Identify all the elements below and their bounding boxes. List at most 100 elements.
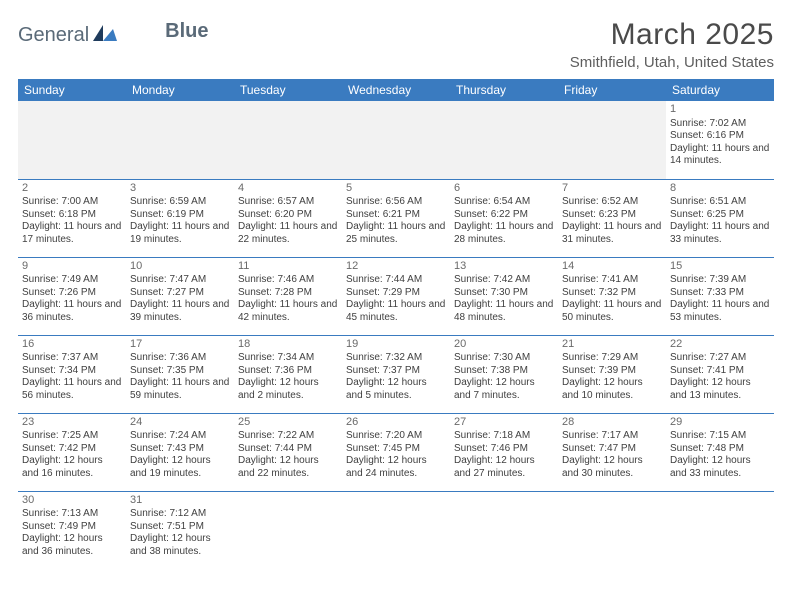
calendar-day-cell: 9Sunrise: 7:49 AMSunset: 7:26 PMDaylight… bbox=[18, 257, 126, 335]
calendar-day-cell: 4Sunrise: 6:57 AMSunset: 6:20 PMDaylight… bbox=[234, 179, 342, 257]
calendar-day-cell: 28Sunrise: 7:17 AMSunset: 7:47 PMDayligh… bbox=[558, 413, 666, 491]
calendar-day-cell: 23Sunrise: 7:25 AMSunset: 7:42 PMDayligh… bbox=[18, 413, 126, 491]
daylight-text: Daylight: 11 hours and 50 minutes. bbox=[562, 299, 662, 324]
sunrise-text: Sunrise: 7:49 AM bbox=[22, 274, 122, 287]
daylight-text: Daylight: 11 hours and 17 minutes. bbox=[22, 221, 122, 246]
calendar-day-cell: 15Sunrise: 7:39 AMSunset: 7:33 PMDayligh… bbox=[666, 257, 774, 335]
sunrise-text: Sunrise: 6:56 AM bbox=[346, 196, 446, 209]
daylight-text: Daylight: 11 hours and 19 minutes. bbox=[130, 221, 230, 246]
sunrise-text: Sunrise: 7:20 AM bbox=[346, 430, 446, 443]
calendar-header-row: SundayMondayTuesdayWednesdayThursdayFrid… bbox=[18, 79, 774, 101]
day-header: Thursday bbox=[450, 79, 558, 101]
calendar-day-cell: 14Sunrise: 7:41 AMSunset: 7:32 PMDayligh… bbox=[558, 257, 666, 335]
daylight-text: Daylight: 12 hours and 24 minutes. bbox=[346, 455, 446, 480]
calendar-day-cell: 11Sunrise: 7:46 AMSunset: 7:28 PMDayligh… bbox=[234, 257, 342, 335]
day-number: 1 bbox=[670, 103, 770, 117]
sunrise-text: Sunrise: 7:27 AM bbox=[670, 352, 770, 365]
sunrise-text: Sunrise: 6:59 AM bbox=[130, 196, 230, 209]
day-number: 24 bbox=[130, 416, 230, 430]
calendar-week: 2Sunrise: 7:00 AMSunset: 6:18 PMDaylight… bbox=[18, 179, 774, 257]
daylight-text: Daylight: 11 hours and 28 minutes. bbox=[454, 221, 554, 246]
daylight-text: Daylight: 12 hours and 22 minutes. bbox=[238, 455, 338, 480]
sunset-text: Sunset: 7:48 PM bbox=[670, 443, 770, 456]
calendar-empty-cell bbox=[342, 491, 450, 569]
sunrise-text: Sunrise: 7:29 AM bbox=[562, 352, 662, 365]
calendar-table: SundayMondayTuesdayWednesdayThursdayFrid… bbox=[18, 79, 774, 569]
day-header: Monday bbox=[126, 79, 234, 101]
sunset-text: Sunset: 7:43 PM bbox=[130, 443, 230, 456]
day-number: 4 bbox=[238, 182, 338, 196]
calendar-week: 23Sunrise: 7:25 AMSunset: 7:42 PMDayligh… bbox=[18, 413, 774, 491]
sunrise-text: Sunrise: 7:42 AM bbox=[454, 274, 554, 287]
calendar-day-cell: 26Sunrise: 7:20 AMSunset: 7:45 PMDayligh… bbox=[342, 413, 450, 491]
sunset-text: Sunset: 7:28 PM bbox=[238, 287, 338, 300]
sunrise-text: Sunrise: 7:34 AM bbox=[238, 352, 338, 365]
daylight-text: Daylight: 11 hours and 36 minutes. bbox=[22, 299, 122, 324]
calendar-week: 30Sunrise: 7:13 AMSunset: 7:49 PM Dayligh… bbox=[18, 491, 774, 569]
sunset-text: Sunset: 6:22 PM bbox=[454, 209, 554, 222]
sunrise-text: Sunrise: 7:17 AM bbox=[562, 430, 662, 443]
sunrise-text: Sunrise: 6:57 AM bbox=[238, 196, 338, 209]
calendar-day-cell: 3Sunrise: 6:59 AMSunset: 6:19 PMDaylight… bbox=[126, 179, 234, 257]
sunrise-text: Sunrise: 7:02 AM bbox=[670, 118, 770, 131]
calendar-day-cell: 19Sunrise: 7:32 AMSunset: 7:37 PMDayligh… bbox=[342, 335, 450, 413]
calendar-day-cell: 12Sunrise: 7:44 AMSunset: 7:29 PMDayligh… bbox=[342, 257, 450, 335]
month-title: March 2025 bbox=[570, 18, 774, 52]
daylight-text: Daylight: 11 hours and 39 minutes. bbox=[130, 299, 230, 324]
daylight-text: Daylight: 12 hours and 5 minutes. bbox=[346, 377, 446, 402]
day-number: 2 bbox=[22, 182, 122, 196]
calendar-day-cell: 24Sunrise: 7:24 AMSunset: 7:43 PMDayligh… bbox=[126, 413, 234, 491]
sunrise-text: Sunrise: 7:37 AM bbox=[22, 352, 122, 365]
calendar-day-cell: 10Sunrise: 7:47 AMSunset: 7:27 PMDayligh… bbox=[126, 257, 234, 335]
daylight-text: Daylight: 11 hours and 22 minutes. bbox=[238, 221, 338, 246]
sunset-text: Sunset: 7:49 PM bbox=[22, 521, 122, 534]
day-number: 5 bbox=[346, 182, 446, 196]
calendar-day-cell: 5Sunrise: 6:56 AMSunset: 6:21 PMDaylight… bbox=[342, 179, 450, 257]
sunset-text: Sunset: 7:46 PM bbox=[454, 443, 554, 456]
daylight-text: Daylight: 11 hours and 31 minutes. bbox=[562, 221, 662, 246]
calendar-empty-cell bbox=[558, 491, 666, 569]
calendar-day-cell: 29Sunrise: 7:15 AMSunset: 7:48 PMDayligh… bbox=[666, 413, 774, 491]
sunset-text: Sunset: 7:36 PM bbox=[238, 365, 338, 378]
sunrise-text: Sunrise: 6:54 AM bbox=[454, 196, 554, 209]
day-number: 22 bbox=[670, 338, 770, 352]
day-number: 14 bbox=[562, 260, 662, 274]
sunrise-text: Sunrise: 7:41 AM bbox=[562, 274, 662, 287]
sunrise-text: Sunrise: 7:32 AM bbox=[346, 352, 446, 365]
sunrise-text: Sunrise: 7:18 AM bbox=[454, 430, 554, 443]
daylight-text: Daylight: 11 hours and 56 minutes. bbox=[22, 377, 122, 402]
calendar-day-cell: 2Sunrise: 7:00 AMSunset: 6:18 PMDaylight… bbox=[18, 179, 126, 257]
daylight-text: Daylight: 11 hours and 25 minutes. bbox=[346, 221, 446, 246]
sunrise-text: Sunrise: 7:44 AM bbox=[346, 274, 446, 287]
daylight-text: Daylight: 11 hours and 33 minutes. bbox=[670, 221, 770, 246]
daylight-text: Daylight: 12 hours and 7 minutes. bbox=[454, 377, 554, 402]
sunrise-text: Sunrise: 7:22 AM bbox=[238, 430, 338, 443]
day-number: 19 bbox=[346, 338, 446, 352]
day-number: 30 bbox=[22, 494, 122, 508]
sunset-text: Sunset: 6:23 PM bbox=[562, 209, 662, 222]
daylight-text: Daylight: 11 hours and 59 minutes. bbox=[130, 377, 230, 402]
header: General Blue March 2025 Smithfield, Utah… bbox=[18, 18, 774, 71]
calendar-day-cell: 21Sunrise: 7:29 AMSunset: 7:39 PMDayligh… bbox=[558, 335, 666, 413]
day-number: 16 bbox=[22, 338, 122, 352]
calendar-day-cell: 7Sunrise: 6:52 AMSunset: 6:23 PMDaylight… bbox=[558, 179, 666, 257]
daylight-text: Daylight: 11 hours and 45 minutes. bbox=[346, 299, 446, 324]
sunrise-text: Sunrise: 6:51 AM bbox=[670, 196, 770, 209]
calendar-day-cell: 13Sunrise: 7:42 AMSunset: 7:30 PMDayligh… bbox=[450, 257, 558, 335]
sunrise-text: Sunrise: 7:13 AM bbox=[22, 508, 122, 521]
day-header: Tuesday bbox=[234, 79, 342, 101]
calendar-empty-cell bbox=[450, 101, 558, 179]
day-header: Sunday bbox=[18, 79, 126, 101]
day-number: 11 bbox=[238, 260, 338, 274]
sunrise-text: Sunrise: 7:39 AM bbox=[670, 274, 770, 287]
location: Smithfield, Utah, United States bbox=[570, 54, 774, 71]
sunset-text: Sunset: 6:18 PM bbox=[22, 209, 122, 222]
day-number: 12 bbox=[346, 260, 446, 274]
sunset-text: Sunset: 7:37 PM bbox=[346, 365, 446, 378]
calendar-day-cell: 22Sunrise: 7:27 AMSunset: 7:41 PMDayligh… bbox=[666, 335, 774, 413]
calendar-day-cell: 20Sunrise: 7:30 AMSunset: 7:38 PMDayligh… bbox=[450, 335, 558, 413]
daylight-text: Daylight: 12 hours and 38 minutes. bbox=[130, 533, 230, 558]
day-number: 7 bbox=[562, 182, 662, 196]
day-number: 6 bbox=[454, 182, 554, 196]
calendar-week: 16Sunrise: 7:37 AMSunset: 7:34 PMDayligh… bbox=[18, 335, 774, 413]
